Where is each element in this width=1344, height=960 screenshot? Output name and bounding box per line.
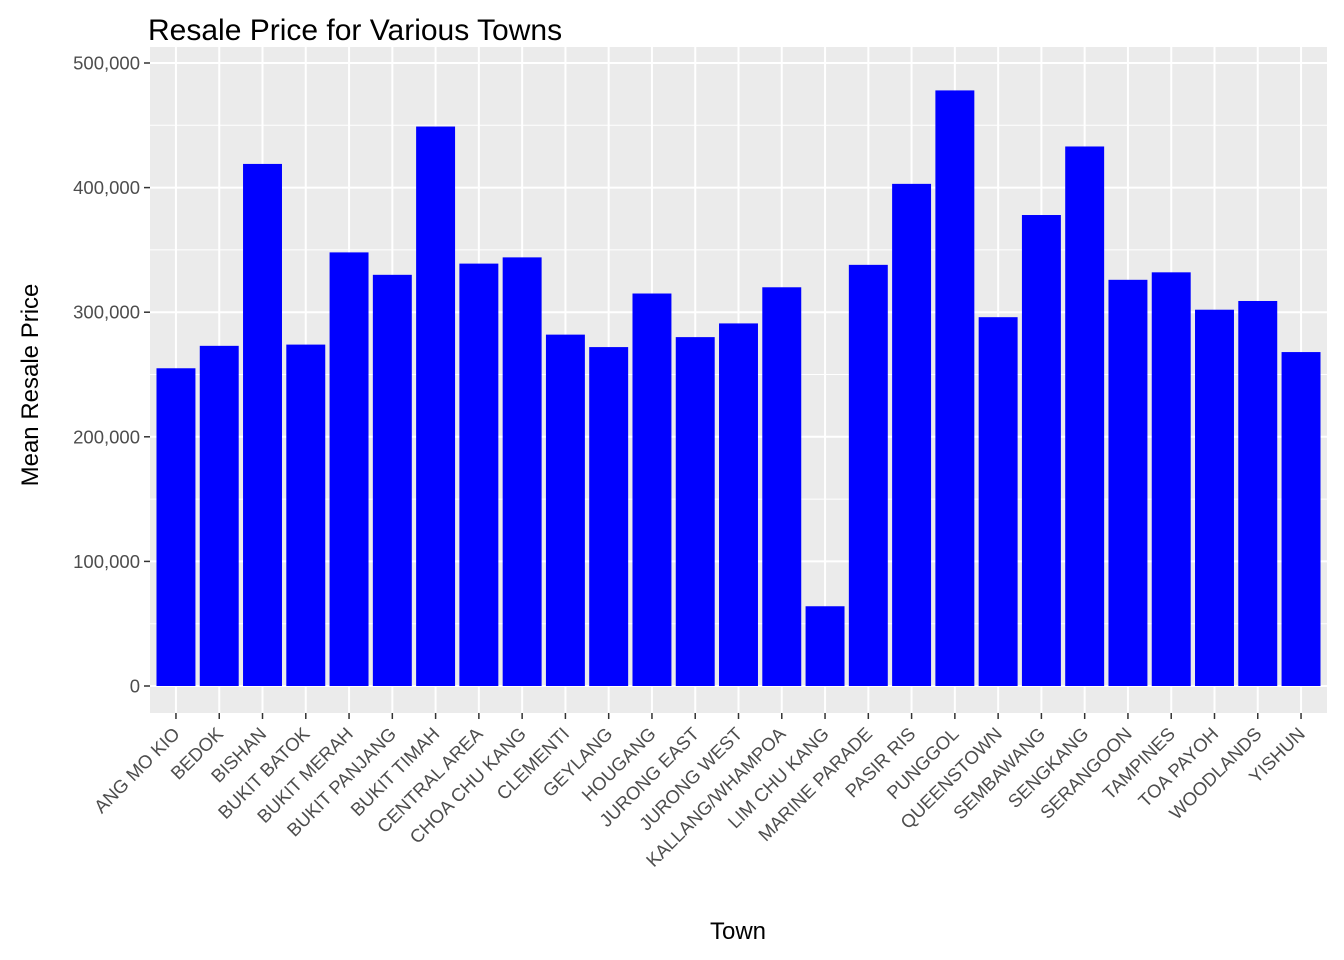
bar xyxy=(589,347,629,686)
bar xyxy=(545,334,585,686)
bar xyxy=(1021,215,1061,686)
bar xyxy=(848,264,888,686)
bar xyxy=(805,606,845,686)
bar xyxy=(243,163,282,686)
bars xyxy=(156,90,1321,687)
bar xyxy=(1151,272,1191,686)
bar xyxy=(199,345,239,686)
y-tick-label: 100,000 xyxy=(73,551,140,572)
bar xyxy=(1108,279,1148,686)
bar xyxy=(719,323,758,686)
y-axis-title: Mean Resale Price xyxy=(17,284,44,487)
bar xyxy=(892,183,932,686)
x-axis-title: Town xyxy=(710,918,766,945)
y-tick-label: 200,000 xyxy=(73,426,140,447)
bar xyxy=(1281,352,1321,686)
y-tick-label: 300,000 xyxy=(73,302,140,323)
bar xyxy=(935,90,975,687)
bar xyxy=(632,293,672,686)
y-axis: 0 100,000 200,000 300,000 400,000 500,000 xyxy=(73,53,150,697)
bar xyxy=(502,257,542,686)
bar xyxy=(156,368,196,686)
bar xyxy=(286,344,326,686)
bar xyxy=(762,287,802,686)
y-tick-label: 0 xyxy=(130,676,140,697)
bar xyxy=(1238,300,1278,686)
bar xyxy=(1195,309,1234,686)
bar xyxy=(978,317,1018,686)
chart-title: Resale Price for Various Towns xyxy=(148,14,562,47)
bar xyxy=(1065,146,1105,686)
bar xyxy=(372,274,412,686)
y-tick-label: 500,000 xyxy=(73,53,140,74)
bar xyxy=(459,263,499,686)
bar xyxy=(416,126,456,686)
y-tick-label: 400,000 xyxy=(73,177,140,198)
bar xyxy=(329,252,369,686)
bar xyxy=(675,337,715,686)
